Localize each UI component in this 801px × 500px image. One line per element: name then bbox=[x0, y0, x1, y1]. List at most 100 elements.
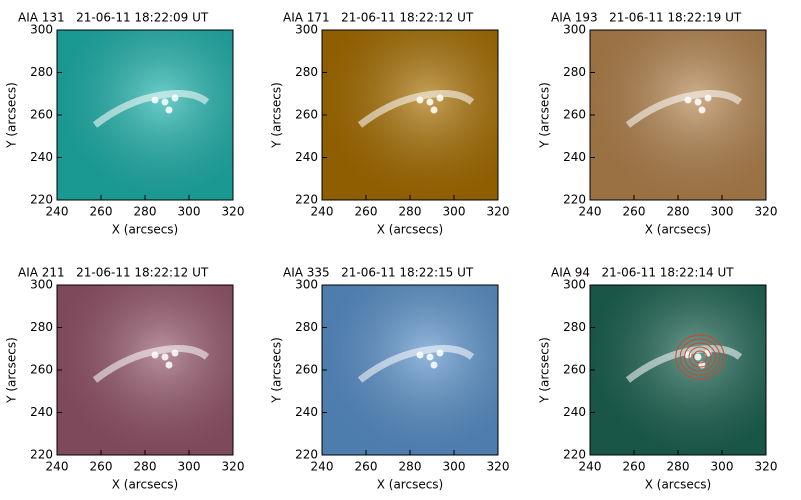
bright-loop bbox=[625, 90, 743, 128]
x-tick-label: 280 bbox=[667, 460, 690, 474]
y-tick-label: 260 bbox=[30, 363, 53, 377]
panel-title: AIA 131 21-06-11 18:22:09 UT bbox=[18, 11, 209, 25]
contour bbox=[675, 334, 725, 380]
y-axis-label: Y (arcsecs) bbox=[5, 82, 19, 149]
contour bbox=[688, 346, 712, 368]
y-tick-label: 300 bbox=[295, 278, 318, 292]
y-axis-label: Y (arcsecs) bbox=[538, 337, 552, 404]
x-tick-label: 300 bbox=[443, 205, 466, 219]
bright-spot bbox=[426, 98, 434, 106]
bright-spot bbox=[151, 351, 159, 359]
bright-spot bbox=[165, 361, 173, 369]
y-axis-label: Y (arcsecs) bbox=[5, 337, 19, 404]
panel-title: AIA 171 21-06-11 18:22:12 UT bbox=[283, 11, 474, 25]
bright-spot bbox=[704, 94, 712, 102]
x-tick-label: 240 bbox=[579, 205, 602, 219]
bright-spot bbox=[426, 353, 434, 361]
bright-spot bbox=[161, 98, 169, 106]
image-shading bbox=[590, 30, 766, 200]
bright-spot bbox=[694, 353, 702, 361]
y-tick-label: 300 bbox=[563, 23, 586, 37]
x-tick-label: 260 bbox=[623, 460, 646, 474]
y-tick-label: 300 bbox=[295, 23, 318, 37]
y-tick-label: 280 bbox=[295, 320, 318, 334]
bright-spot bbox=[430, 361, 438, 369]
contour bbox=[679, 338, 721, 376]
bright-spot bbox=[416, 351, 424, 359]
x-tick-label: 260 bbox=[355, 205, 378, 219]
x-tick-label: 240 bbox=[46, 205, 69, 219]
y-tick-label: 260 bbox=[295, 108, 318, 122]
y-axis-label: Y (arcsecs) bbox=[270, 337, 284, 404]
x-axis-label: X (arcsecs) bbox=[645, 478, 712, 492]
x-tick-label: 240 bbox=[311, 205, 334, 219]
x-axis-label: X (arcsecs) bbox=[112, 223, 179, 237]
y-tick-label: 220 bbox=[295, 448, 318, 462]
y-tick-label: 280 bbox=[30, 320, 53, 334]
x-tick-label: 280 bbox=[134, 205, 157, 219]
panel-title: AIA 211 21-06-11 18:22:12 UT bbox=[18, 266, 209, 280]
x-tick-label: 260 bbox=[90, 460, 113, 474]
x-tick-label: 300 bbox=[178, 205, 201, 219]
y-tick-label: 220 bbox=[295, 193, 318, 207]
bright-spot bbox=[171, 349, 179, 357]
y-tick-label: 240 bbox=[30, 150, 53, 164]
x-tick-label: 280 bbox=[399, 205, 422, 219]
y-tick-label: 220 bbox=[563, 193, 586, 207]
x-tick-label: 240 bbox=[311, 460, 334, 474]
bright-spot bbox=[165, 106, 173, 114]
x-tick-label: 320 bbox=[755, 205, 778, 219]
x-tick-label: 300 bbox=[711, 460, 734, 474]
y-axis-label: Y (arcsecs) bbox=[538, 82, 552, 149]
y-tick-label: 280 bbox=[563, 320, 586, 334]
y-tick-label: 240 bbox=[563, 405, 586, 419]
bright-spot bbox=[161, 353, 169, 361]
bright-spot bbox=[151, 96, 159, 104]
x-tick-label: 260 bbox=[623, 205, 646, 219]
x-tick-label: 300 bbox=[443, 460, 466, 474]
x-tick-label: 280 bbox=[399, 460, 422, 474]
x-tick-label: 320 bbox=[487, 205, 510, 219]
contour bbox=[692, 350, 708, 364]
y-tick-label: 280 bbox=[295, 65, 318, 79]
image-shading bbox=[322, 30, 498, 200]
image-shading bbox=[57, 30, 233, 200]
bright-loop bbox=[92, 345, 210, 383]
y-tick-label: 220 bbox=[30, 448, 53, 462]
panel-title: AIA 193 21-06-11 18:22:19 UT bbox=[551, 11, 742, 25]
bright-spot bbox=[430, 106, 438, 114]
y-tick-label: 240 bbox=[295, 150, 318, 164]
panel-title: AIA 335 21-06-11 18:22:15 UT bbox=[283, 266, 474, 280]
y-tick-label: 260 bbox=[30, 108, 53, 122]
y-axis-label: Y (arcsecs) bbox=[270, 82, 284, 149]
y-tick-label: 280 bbox=[563, 65, 586, 79]
y-tick-label: 260 bbox=[295, 363, 318, 377]
x-axis-label: X (arcsecs) bbox=[377, 223, 444, 237]
y-tick-label: 280 bbox=[30, 65, 53, 79]
image-shading bbox=[57, 285, 233, 455]
x-tick-label: 240 bbox=[579, 460, 602, 474]
x-axis-label: X (arcsecs) bbox=[377, 478, 444, 492]
y-tick-label: 240 bbox=[563, 150, 586, 164]
x-tick-label: 320 bbox=[222, 460, 245, 474]
bright-loop bbox=[625, 345, 743, 383]
y-tick-label: 300 bbox=[30, 278, 53, 292]
y-tick-label: 220 bbox=[30, 193, 53, 207]
y-tick-label: 300 bbox=[563, 278, 586, 292]
image-shading bbox=[590, 285, 766, 455]
bright-loop bbox=[357, 90, 475, 128]
y-tick-label: 260 bbox=[563, 363, 586, 377]
y-tick-label: 300 bbox=[30, 23, 53, 37]
bright-spot bbox=[684, 96, 692, 104]
x-tick-label: 320 bbox=[755, 460, 778, 474]
x-tick-label: 320 bbox=[222, 205, 245, 219]
panel-title: AIA 94 21-06-11 18:22:14 UT bbox=[551, 266, 734, 280]
y-tick-label: 220 bbox=[563, 448, 586, 462]
bright-spot bbox=[416, 96, 424, 104]
contour bbox=[684, 342, 716, 372]
y-tick-label: 260 bbox=[563, 108, 586, 122]
x-tick-label: 240 bbox=[46, 460, 69, 474]
x-tick-label: 260 bbox=[355, 460, 378, 474]
x-axis-label: X (arcsecs) bbox=[112, 478, 179, 492]
